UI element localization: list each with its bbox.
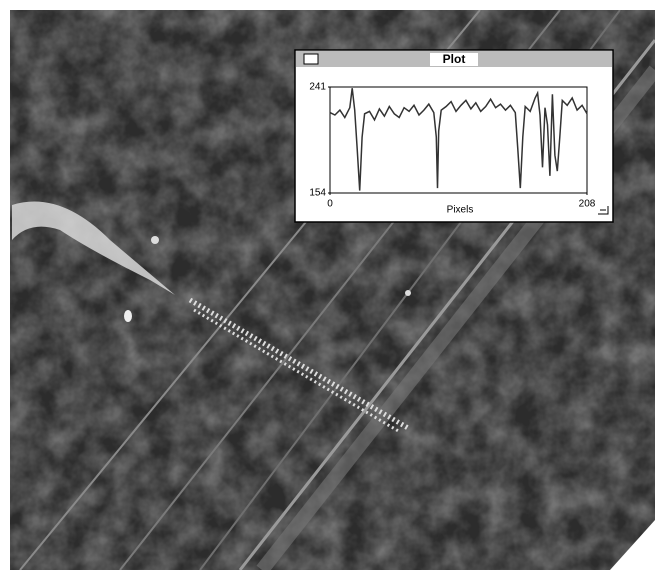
- close-box[interactable]: [304, 54, 318, 64]
- x-tick-label: 0: [327, 199, 333, 210]
- page: Plot Pixels 2411540208 (() => { const da…: [0, 0, 662, 578]
- window-title: Plot: [443, 52, 466, 66]
- y-tick-label: 241: [309, 82, 326, 93]
- y-tick-label: 154: [309, 188, 326, 199]
- x-tick-label: 208: [579, 199, 596, 210]
- x-axis-label: Pixels: [447, 205, 474, 216]
- window-frame: [295, 50, 613, 222]
- screenshot: Plot Pixels 241 1540 208: [0, 0, 662, 573]
- plot-window: Plot Pixels: [295, 50, 613, 222]
